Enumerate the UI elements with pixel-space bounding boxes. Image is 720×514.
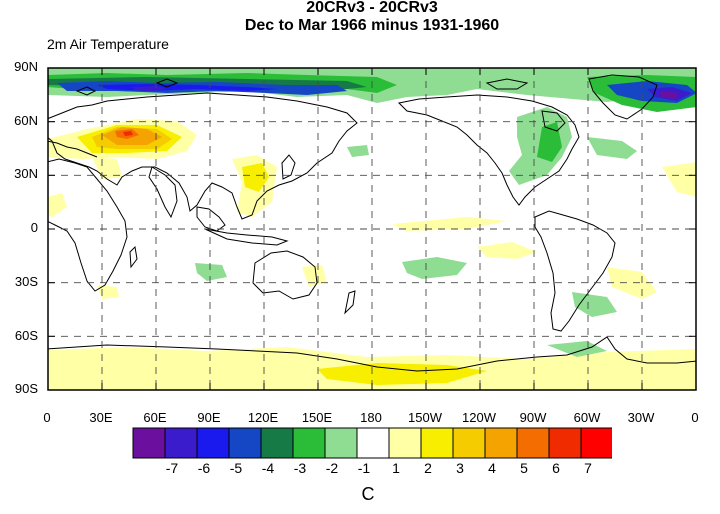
colorbar-label-p6: 6 bbox=[552, 460, 560, 476]
eurasia-coastline bbox=[48, 92, 358, 220]
lon-label-90e: 90E bbox=[197, 410, 221, 425]
lat-label-30s: 30S bbox=[14, 274, 38, 289]
lat-label-30n: 30N bbox=[14, 166, 38, 181]
colorbar-cell bbox=[132, 427, 166, 459]
colorbar-cell bbox=[228, 427, 262, 459]
japan-coastline bbox=[281, 154, 296, 180]
lon-label-0-east: 0 bbox=[691, 410, 699, 425]
north-atlantic-cold bbox=[587, 137, 637, 159]
colorbar-label-m2: -2 bbox=[325, 460, 339, 476]
south-pacific-cold bbox=[572, 292, 617, 317]
map-border bbox=[47, 67, 697, 391]
lon-label-90w: 90W bbox=[519, 410, 547, 425]
lon-label-30e: 30E bbox=[89, 410, 113, 425]
mediterranean-coastline bbox=[48, 140, 98, 158]
indian-ocean-cold bbox=[195, 263, 227, 281]
colorbar-label-p5: 5 bbox=[520, 460, 528, 476]
east-atlantic-warm bbox=[662, 162, 696, 197]
africa-coastline bbox=[48, 158, 128, 292]
southern-ocean-cold bbox=[547, 341, 607, 357]
colorbar-cell bbox=[484, 427, 518, 459]
siberia-cold-deep bbox=[132, 86, 167, 91]
lon-label-60e: 60E bbox=[143, 410, 167, 425]
india-coastline bbox=[148, 166, 178, 219]
new-zealand-coastline bbox=[344, 290, 356, 315]
variable-label: 2m Air Temperature bbox=[47, 36, 169, 52]
hudson-bay-coastline bbox=[541, 110, 566, 132]
colorbar-label-m7: -7 bbox=[165, 460, 179, 476]
lon-label-180: 180 bbox=[360, 410, 382, 425]
colorbar-cell bbox=[356, 427, 390, 459]
australia-coastline bbox=[252, 250, 318, 300]
graticule bbox=[48, 68, 696, 390]
colorbar-label-p2: 2 bbox=[424, 460, 432, 476]
colorbar-cell bbox=[580, 427, 612, 459]
chart-title-line2: Dec to Mar 1966 minus 1931-1960 bbox=[244, 17, 500, 34]
antarctic-warm-yellow bbox=[317, 363, 487, 385]
lon-label-0: 0 bbox=[43, 410, 51, 425]
antarctica-coastline bbox=[48, 336, 696, 372]
west-africa-warm bbox=[48, 193, 67, 217]
colorbar-cell bbox=[292, 427, 326, 459]
lon-label-120w: 120W bbox=[462, 410, 496, 425]
central-asia-warm-peak bbox=[123, 131, 133, 136]
colorbar-cell bbox=[260, 427, 294, 459]
colorbar-cell bbox=[196, 427, 230, 459]
north-america-cold-core bbox=[537, 122, 562, 162]
south-america-warm bbox=[607, 267, 657, 299]
colorbar-cell bbox=[388, 427, 422, 459]
colorbar-label-m5: -5 bbox=[229, 460, 243, 476]
southeast-asia-coastline bbox=[196, 206, 226, 232]
lon-label-30w: 30W bbox=[627, 410, 655, 425]
colorbar-cell bbox=[452, 427, 486, 459]
lat-label-equator: 0 bbox=[30, 220, 38, 235]
lon-label-150e: 150E bbox=[301, 410, 333, 425]
central-pacific-cold bbox=[402, 257, 467, 279]
arctic-islands-coastline bbox=[75, 78, 529, 96]
pacific-warm-east bbox=[477, 242, 537, 259]
colorbar-label-p7: 7 bbox=[584, 460, 592, 476]
south-atlantic-warm bbox=[97, 285, 119, 299]
colorbar-label-p1: 1 bbox=[392, 460, 400, 476]
australia-warm bbox=[302, 265, 327, 287]
lat-label-90n: 90N bbox=[14, 59, 38, 74]
lat-label-60n: 60N bbox=[14, 113, 38, 128]
north-pacific-cold-speck bbox=[347, 145, 369, 157]
colorbar-label-m4: -4 bbox=[261, 460, 275, 476]
colorbar-label-m6: -6 bbox=[197, 460, 211, 476]
lat-label-90s: 90S bbox=[14, 381, 38, 396]
colorbar-cells bbox=[132, 427, 612, 459]
north-america-coastline bbox=[397, 94, 580, 206]
colorbar-label-m1: -1 bbox=[357, 460, 371, 476]
coastlines bbox=[48, 74, 696, 372]
colorbar-cell bbox=[548, 427, 582, 459]
east-asia-warm-core bbox=[242, 163, 269, 192]
lon-label-60w: 60W bbox=[573, 410, 601, 425]
colorbar-cell bbox=[164, 427, 198, 459]
lon-label-150w: 150W bbox=[408, 410, 442, 425]
colorbar-label-p4: 4 bbox=[488, 460, 496, 476]
lon-label-120e: 120E bbox=[247, 410, 279, 425]
south-america-coastline bbox=[534, 210, 616, 332]
greenland-cold-purple bbox=[659, 91, 679, 99]
colorbar-label-m3: -3 bbox=[293, 460, 307, 476]
colorbar-cell bbox=[516, 427, 550, 459]
colorbar bbox=[132, 427, 612, 459]
colorbar-cell bbox=[324, 427, 358, 459]
colorbar-cell bbox=[420, 427, 454, 459]
equatorial-pacific-warm bbox=[392, 217, 507, 231]
chart-title-line1: 20CRv3 - 20CRv3 bbox=[306, 0, 438, 16]
temperature-anomaly-map bbox=[47, 67, 697, 391]
indonesia-coastline bbox=[204, 228, 289, 246]
colorbar-units: C bbox=[361, 484, 375, 504]
colorbar-label-p3: 3 bbox=[456, 460, 464, 476]
lat-label-60s: 60S bbox=[14, 328, 38, 343]
madagascar-coastline bbox=[129, 245, 138, 269]
